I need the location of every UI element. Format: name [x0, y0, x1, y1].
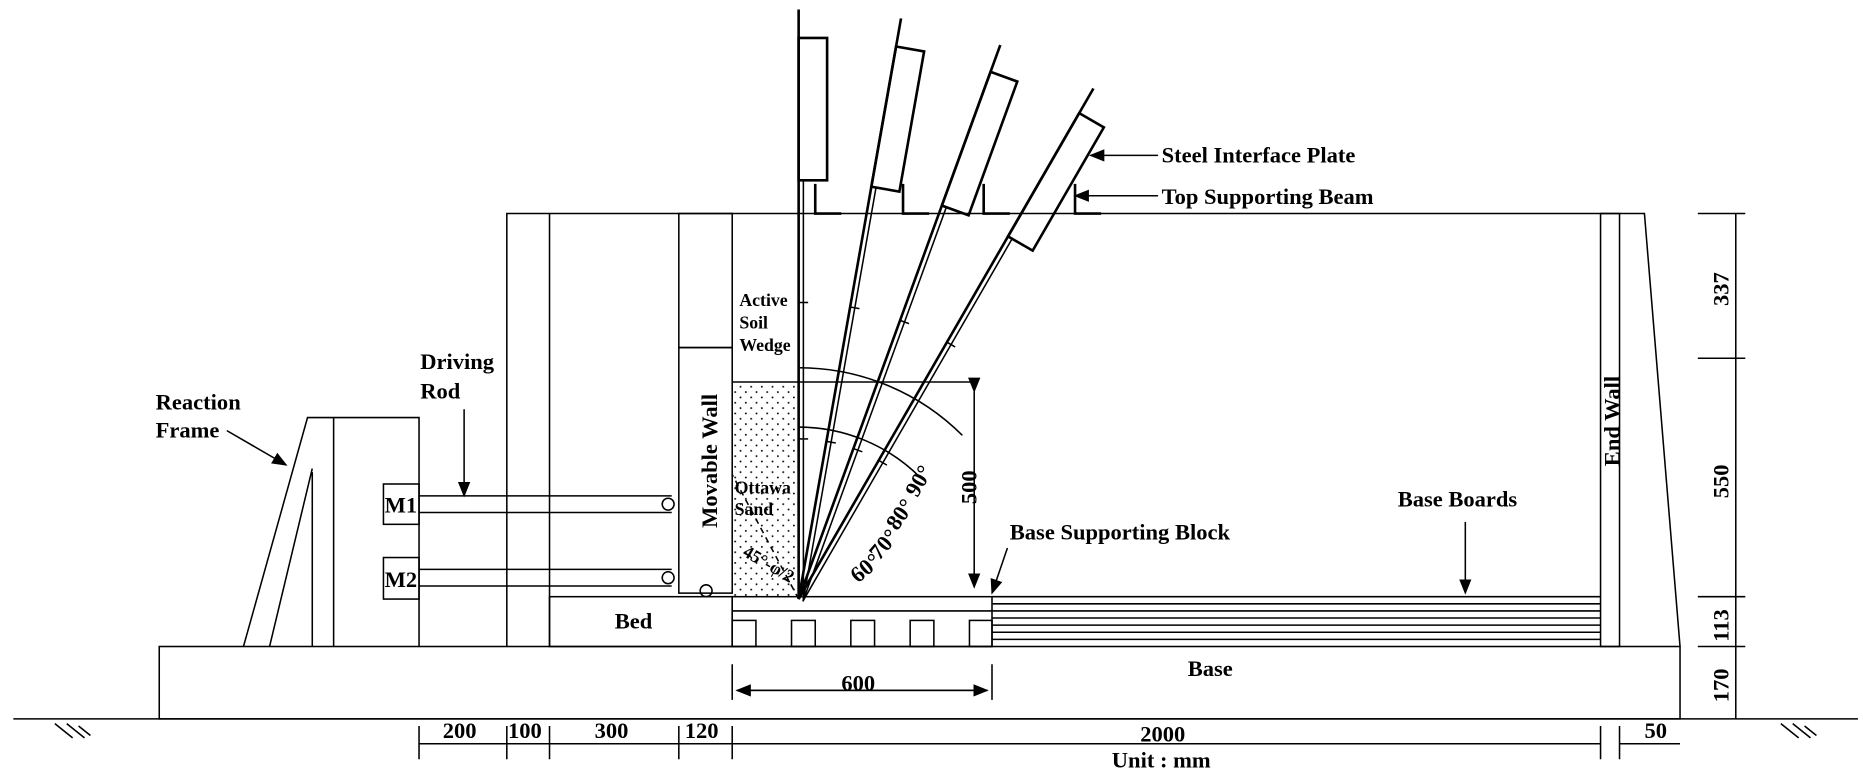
diagram: Steel Interface Plate Top Supporting Bea… — [0, 0, 1863, 777]
label: Top Supporting Beam — [1162, 184, 1374, 209]
label: 90° — [900, 461, 937, 501]
label: Frame — [156, 418, 220, 443]
label: Bed — [615, 609, 653, 634]
wall-70 — [799, 45, 1027, 609]
dimension: 550 — [1709, 464, 1734, 498]
dimension: 120 — [685, 718, 719, 743]
drawing — [13, 9, 1858, 759]
label: Unit : mm — [1112, 748, 1211, 773]
label: Base Boards — [1398, 487, 1518, 512]
label: Base — [1188, 656, 1233, 681]
dimension: 200 — [443, 718, 477, 743]
label: End Wall — [1600, 376, 1625, 466]
dimension: 170 — [1709, 668, 1734, 702]
dimension: 50 — [1644, 718, 1667, 743]
dimension: 2000 — [1140, 721, 1185, 746]
label: Rod — [420, 379, 461, 404]
label: M2 — [385, 567, 418, 592]
labels: Steel Interface Plate Top Supporting Bea… — [156, 143, 1734, 773]
label: Ottawa — [735, 477, 791, 497]
label: M1 — [385, 492, 418, 517]
label: Base Supporting Block — [1010, 520, 1231, 545]
label: Driving — [420, 349, 495, 374]
label: Movable Wall — [697, 394, 722, 528]
dimension: 337 — [1709, 272, 1734, 306]
label: Active — [739, 290, 787, 310]
wall-90 — [799, 9, 827, 599]
dimension: 113 — [1709, 609, 1734, 642]
dimension: 500 — [957, 470, 982, 504]
dimension: 100 — [508, 718, 542, 743]
label: Wedge — [739, 335, 790, 355]
dimension: 300 — [595, 718, 629, 743]
label: Reaction — [156, 389, 242, 414]
dimension: 600 — [841, 670, 875, 695]
label: Steel Interface Plate — [1162, 143, 1356, 168]
label: Sand — [735, 499, 774, 519]
label: Soil — [739, 313, 768, 333]
